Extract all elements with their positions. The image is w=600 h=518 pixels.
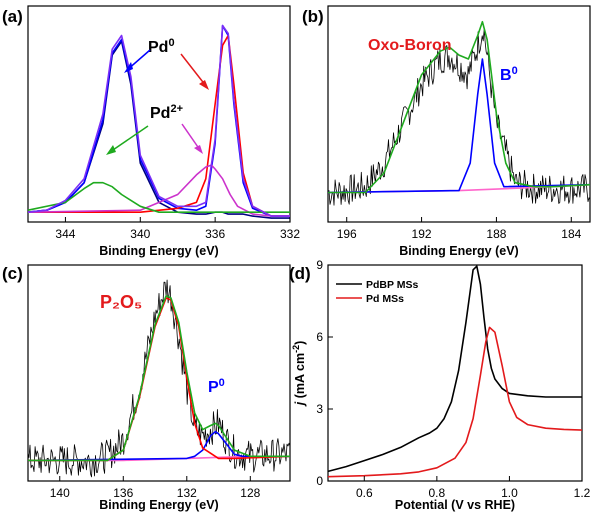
legend-label-pd: Pd MSs: [366, 293, 404, 305]
panel-c-series-3: [28, 297, 291, 462]
pd0-annotation: Pd0: [124, 37, 209, 90]
panel-c-xtick-label-0: 140: [50, 486, 70, 500]
panel-a-xtick-label-1: 340: [130, 227, 150, 241]
panel-d-xtick-label-0: 0.6: [356, 486, 373, 500]
pd0-label: Pd0: [148, 37, 175, 56]
panel-d-legend: PdBP MSs Pd MSs: [336, 279, 418, 305]
pd2-annotation: Pd2+: [106, 103, 203, 155]
panel-a-xtick-label-3: 332: [280, 227, 300, 241]
panel-d-ytick-label-1: 3: [316, 402, 323, 416]
panel-a-ticks: 344 340 336 332: [55, 217, 300, 241]
pd2-label: Pd2+: [150, 103, 183, 122]
panel-d-xlabel: Potential (V vs RHE): [395, 498, 515, 512]
panel-d-ytick-label-2: 6: [316, 330, 323, 344]
panel-a-plot: [27, 24, 290, 219]
panel-c-xtick-label-1: 136: [113, 486, 133, 500]
panel-d-frame: [327, 264, 583, 482]
panel-a-xtick-label-0: 344: [55, 227, 75, 241]
b0-label: B0: [500, 65, 518, 84]
panel-a-series-5: [27, 24, 290, 217]
pd0-arrow-red: [180, 53, 207, 87]
panel-c-xtick-label-3: 128: [240, 486, 260, 500]
panel-a-series-3: [27, 164, 290, 217]
panel-b-xtick-label-1: 192: [412, 227, 432, 241]
pd2-arrow-green: [109, 125, 149, 153]
panel-b-ticks: 196 192 188 184: [337, 217, 582, 241]
panel-c-xlabel: Binding Energy (eV): [99, 498, 218, 512]
p2o5-label: P₂O₅: [100, 292, 142, 312]
panel-b-xtick-label-2: 188: [486, 227, 506, 241]
pd2-arrowhead-green: [106, 145, 116, 155]
oxo-boron-label: Oxo-Boron: [368, 37, 452, 54]
panel-d-label: (d): [289, 264, 311, 283]
panel-c-plot: [27, 279, 291, 478]
panel-a-series-0: [27, 40, 290, 219]
panel-c-series-0: [27, 279, 291, 478]
panel-b-xlabel: Binding Energy (eV): [399, 244, 518, 258]
panel-d-ytick-label-0: 0: [316, 474, 323, 488]
panel-a-frame: [27, 5, 291, 223]
panel-c: (c) 140 136 132 128 Binding Energy (eV) P₂O…: [2, 264, 291, 512]
panel-b-series-2: [327, 58, 591, 194]
pd0-arrowhead-red: [199, 80, 209, 90]
p0-label: P0: [208, 377, 225, 396]
panel-d-ylabel: j (mA cm-2): [291, 341, 307, 408]
pd2-arrow-magenta: [181, 123, 201, 151]
panel-b: (b) 196 192 188 184 Binding Energy (eV) Oxo…: [302, 5, 591, 258]
panel-a-xtick-label-2: 336: [205, 227, 225, 241]
panel-b-xtick-label-0: 196: [337, 227, 357, 241]
panel-d-xtick-label-1: 0.8: [429, 486, 446, 500]
panel-c-series-4: [28, 295, 290, 462]
panel-c-frame: [27, 264, 291, 482]
pd2-arrowhead-magenta: [194, 145, 203, 154]
panel-c-label: (c): [2, 264, 23, 283]
pd0-arrowhead-blue: [124, 62, 133, 73]
panel-d: (d) 0.6 0.8 1.0 1.2 0 3 6 9 Potential (V vs RHE…: [289, 258, 591, 512]
panel-c-series-2: [27, 430, 290, 462]
panel-d-series-0: [327, 265, 582, 473]
panel-a-label: (a): [2, 7, 23, 26]
panel-b-plot: [327, 20, 591, 206]
panel-b-series-3: [328, 20, 591, 194]
panel-b-series-0: [327, 28, 591, 206]
panel-d-series-1: [327, 326, 583, 478]
panel-a-series-2: [28, 34, 290, 217]
panel-b-label: (b): [302, 7, 324, 26]
panel-d-ytick-label-3: 9: [316, 258, 323, 272]
panel-d-xtick-label-3: 1.2: [574, 486, 591, 500]
panel-b-frame: [327, 5, 591, 223]
panel-a-xlabel: Binding Energy (eV): [99, 244, 218, 258]
panel-a-series-4: [27, 181, 290, 213]
panel-c-ticks: 140 136 132 128: [50, 476, 261, 500]
panel-b-xtick-label-3: 184: [561, 227, 581, 241]
panel-d-ticks: 0.6 0.8 1.0 1.2 0 3 6 9: [316, 258, 590, 500]
panel-a: (a) 344 340 336 332 Binding Energy (eV) Pd0…: [2, 5, 300, 258]
panel-d-xtick-label-2: 1.0: [501, 486, 518, 500]
legend-label-pdbp: PdBP MSs: [366, 279, 418, 291]
panel-d-plot: [327, 265, 583, 478]
panel-c-xtick-label-2: 132: [177, 486, 197, 500]
